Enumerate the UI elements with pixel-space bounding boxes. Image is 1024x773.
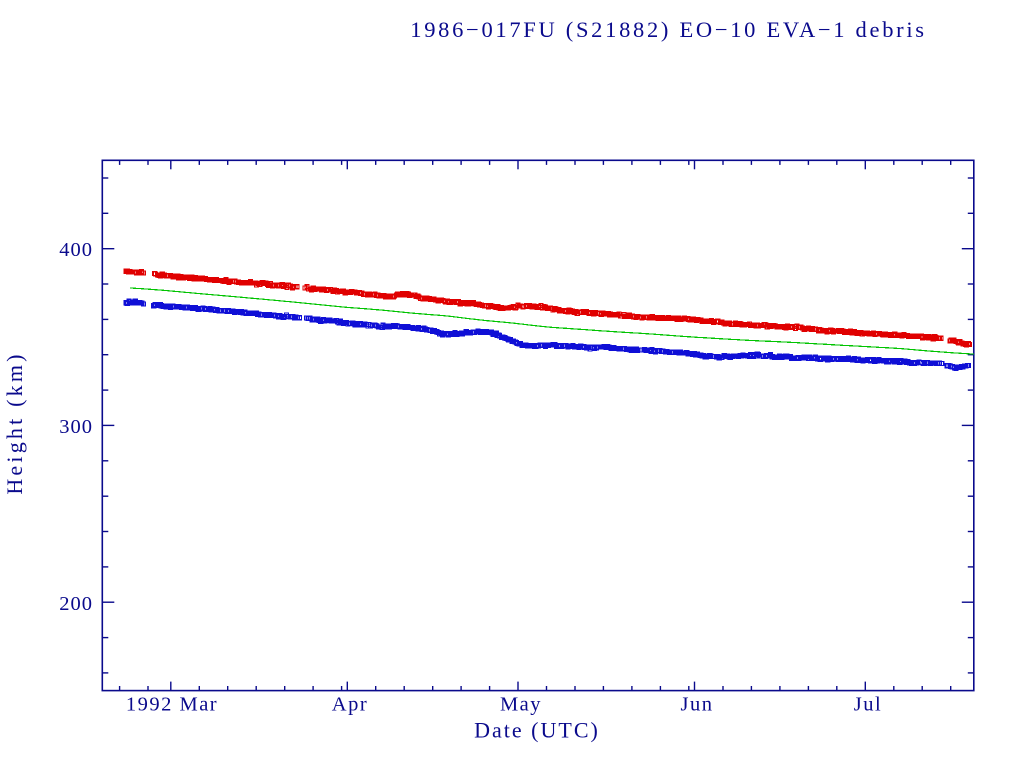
svg-text:Height (km): Height (km)	[2, 351, 27, 494]
svg-text:Apr: Apr	[332, 694, 368, 716]
svg-text:300: 300	[59, 416, 93, 438]
svg-text:Date (UTC): Date (UTC)	[474, 718, 600, 743]
svg-text:Jul: Jul	[854, 694, 882, 716]
svg-text:1992 Mar: 1992 Mar	[126, 694, 218, 716]
svg-text:200: 200	[59, 593, 93, 615]
svg-text:May: May	[500, 694, 542, 716]
svg-text:1986−017FU (S21882) EO−10 EVA−: 1986−017FU (S21882) EO−10 EVA−1 debris	[410, 17, 927, 42]
svg-text:400: 400	[59, 239, 93, 261]
svg-text:Jun: Jun	[681, 694, 714, 716]
